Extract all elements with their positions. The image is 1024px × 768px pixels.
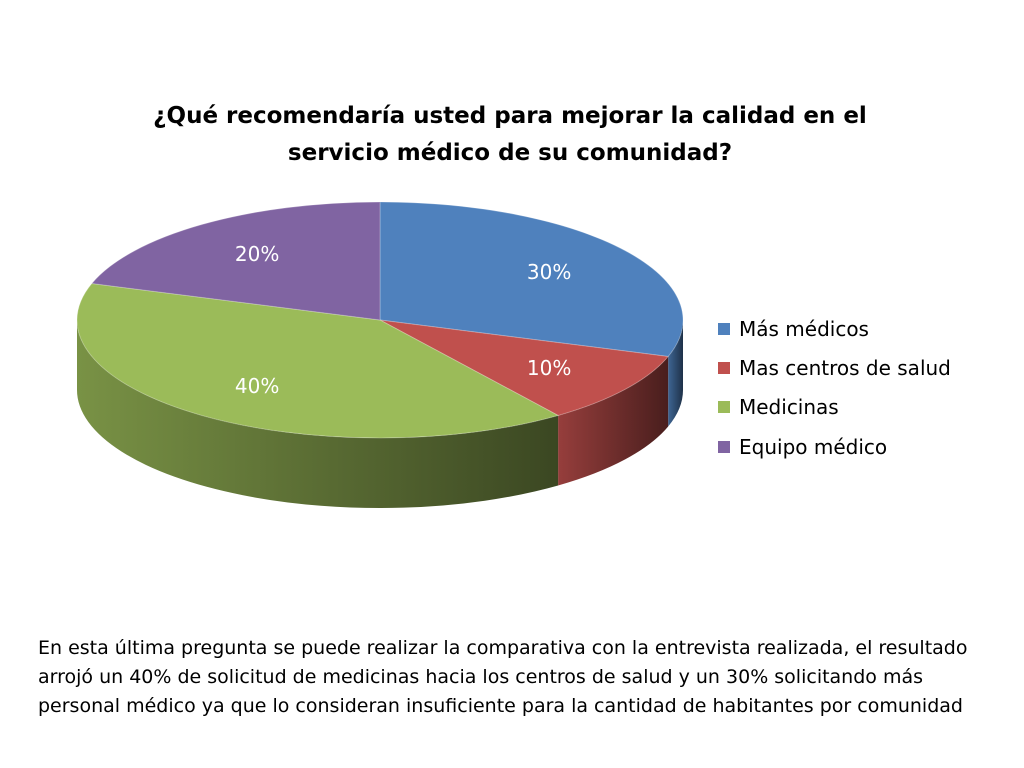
pie-slice [90,201,381,321]
chart-title-line-1: ¿Qué recomendaría usted para mejorar la … [153,103,867,129]
legend-swatch [718,322,730,335]
pie-slice [76,283,560,439]
pie-data-label: 20% [235,242,279,266]
chart-legend: Más médicos Mas centros de salud Medicin… [718,309,951,466]
pie-slice [379,319,670,417]
legend-swatch [718,440,730,453]
pie-slice [379,201,684,357]
pie-data-label: 40% [235,374,279,398]
legend-item: Equipo médico [718,427,951,466]
legend-item: Mas centros de salud [718,348,951,387]
pie-slice-side [558,356,669,486]
description-text: En esta última pregunta se puede realiza… [38,637,968,717]
chart-title: ¿Qué recomendaría usted para mejorar la … [110,98,910,172]
pie-data-label: 10% [527,356,571,380]
legend-item: Medicinas [718,388,951,427]
pie-slice-side [77,320,559,508]
legend-label: Mas centros de salud [739,355,951,380]
pie-slice-side [668,320,683,427]
legend-label: Medicinas [739,395,839,420]
legend-swatch [718,361,730,374]
pie-data-label: 30% [527,260,571,284]
legend-item: Más médicos [718,309,951,348]
legend-label: Equipo médico [739,434,888,459]
legend-label: Más médicos [739,316,869,341]
legend-swatch [718,401,730,414]
chart-title-line-2: servicio médico de su comunidad? [287,140,733,166]
